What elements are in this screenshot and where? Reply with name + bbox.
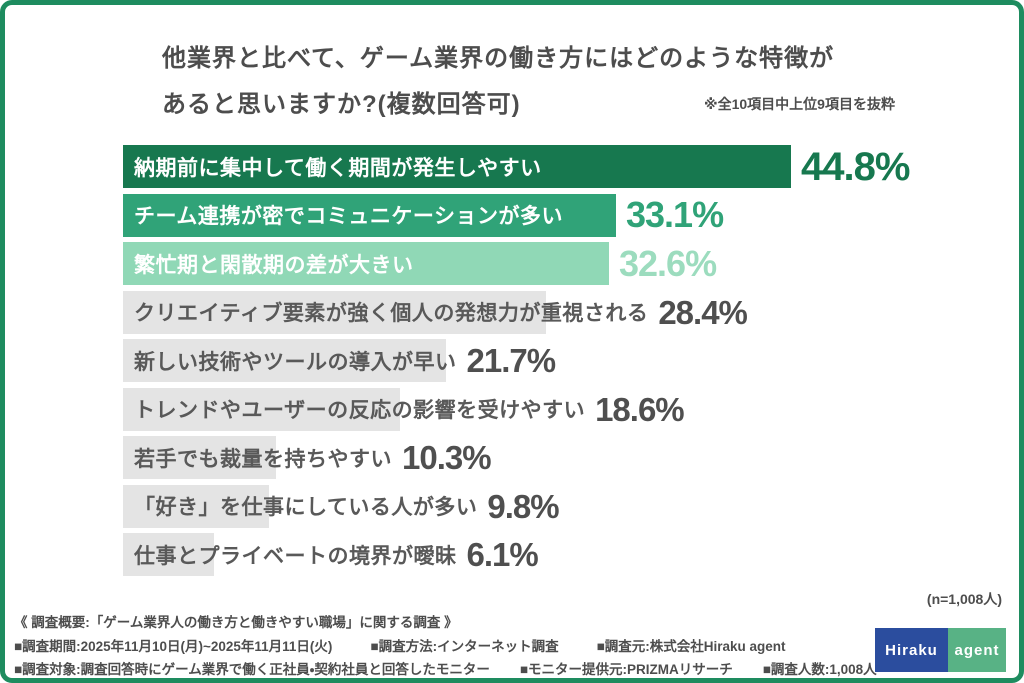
bar — [123, 484, 269, 528]
bar-row-content: クリエイティブ要素が強く個人の発想力が重視される 28.4% — [123, 291, 748, 334]
bar — [123, 145, 791, 188]
chart-note: ※全10項目中上位9項目を抜粋 — [704, 96, 895, 112]
hiraku-agent-logo: Hiraku agent — [875, 628, 1006, 672]
bar-label: トレンドやユーザーの反応の影響を受けやすい — [134, 399, 586, 422]
bar-value: 28.4% — [658, 293, 748, 331]
bar-row-content: 仕事とプライベートの境界が曖昧 6.1% — [123, 533, 539, 576]
bar — [123, 290, 546, 334]
bar-chart: 納期前に集中して働く期間が発生しやすい 44.8% チーム連携が密でコミュニケー… — [123, 145, 1003, 582]
bar-row-content: チーム連携が密でコミュニケーションが多い 33.1% — [123, 194, 724, 237]
bar-label: 繁忙期と閑散期の差が大きい — [134, 253, 414, 277]
bar-row-content: トレンドやユーザーの反応の影響を受けやすい 18.6% — [123, 388, 685, 431]
bar — [123, 387, 400, 431]
bar — [123, 436, 276, 479]
bar — [123, 533, 214, 576]
bar-row: トレンドやユーザーの反応の影響を受けやすい 18.6% — [123, 387, 1003, 431]
bar-label: クリエイティブ要素が強く個人の発想力が重視される — [134, 302, 649, 325]
bar-row: チーム連携が密でコミュニケーションが多い 33.1% — [123, 193, 1003, 237]
bar-value: 44.8% — [801, 144, 910, 189]
bar — [123, 339, 446, 382]
survey-summary: 《 調査概要:「ゲーム業界人の働き方と働きやすい職場」に関する調査 》 — [14, 615, 458, 630]
bar-row: 繁忙期と閑散期の差が大きい 32.6% — [123, 242, 1003, 285]
bar-label: 若手でも裁量を持ちやすい — [134, 447, 392, 471]
bar-value: 10.3% — [402, 439, 492, 476]
bar-row-content: 「好き」を仕事にしている人が多い 9.8% — [123, 485, 560, 528]
bar-value: 32.6% — [619, 242, 717, 284]
bar-value: 9.8% — [487, 487, 559, 525]
bar-row: 若手でも裁量を持ちやすい 10.3% — [123, 436, 1003, 479]
bar-row: クリエイティブ要素が強く個人の発想力が重視される 28.4% — [123, 290, 1003, 334]
bar-row-content: 納期前に集中して働く期間が発生しやすい 44.8% — [123, 144, 910, 189]
logo-agent-block: agent — [948, 628, 1006, 672]
bar-row: 納期前に集中して働く期間が発生しやすい 44.8% — [123, 145, 1003, 188]
bar-value: 33.1% — [626, 194, 724, 235]
logo-hiraku-block: Hiraku — [875, 628, 948, 672]
bar-row-content: 若手でも裁量を持ちやすい 10.3% — [123, 436, 492, 479]
survey-detail-item: ■調査期間:2025年11月10日(月)~2025年11月11日(火) — [14, 639, 333, 654]
bar-row: 新しい技術やツールの導入が早い 21.7% — [123, 339, 1003, 382]
bar-label: 仕事とプライベートの境界が曖昧 — [134, 544, 457, 568]
page-title: 他業界と比べて、ゲーム業界の働き方にはどのような特徴が あると思いますか?(複数… — [162, 36, 834, 128]
page-title-line1: 他業界と比べて、ゲーム業界の働き方にはどのような特徴が — [162, 45, 835, 72]
survey-detail-item: ■調査対象:調査回答時にゲーム業界で働く正社員・契約社員と回答したモニター — [14, 662, 490, 677]
bar — [123, 193, 616, 237]
bar-row-content: 繁忙期と閑散期の差が大きい 32.6% — [123, 242, 717, 285]
bar-label: チーム連携が密でコミュニケーションが多い — [134, 205, 563, 228]
bar — [123, 242, 609, 285]
page-title-line2: あると思いますか?(複数回答可) — [162, 91, 521, 118]
survey-detail-item: ■調査人数:1,008人 — [762, 662, 877, 677]
bar-row: 仕事とプライベートの境界が曖昧 6.1% — [123, 533, 1003, 576]
bar-label: 新しい技術やツールの導入が早い — [134, 350, 457, 374]
survey-detail-item: ■調査方法:インターネット調査 — [370, 639, 559, 654]
bar-row: 「好き」を仕事にしている人が多い 9.8% — [123, 484, 1003, 528]
bar-row-content: 新しい技術やツールの導入が早い 21.7% — [123, 339, 557, 382]
bar-label: 「好き」を仕事にしている人が多い — [134, 496, 478, 519]
bar-label: 納期前に集中して働く期間が発生しやすい — [134, 156, 542, 180]
survey-detail-item: ■調査元:株式会社Hiraku agent — [596, 639, 786, 654]
bar-value: 21.7% — [466, 342, 557, 379]
bar-value: 18.6% — [595, 390, 685, 428]
survey-detail-item: ■モニター提供元:PRIZMAリサーチ — [519, 662, 733, 677]
survey-details-line2: ■調査対象:調査回答時にゲーム業界で働く正社員・契約社員と回答したモニター ■モニ… — [14, 658, 877, 678]
bar-value: 6.1% — [466, 536, 539, 573]
survey-details-line1: ■調査期間:2025年11月10日(月)~2025年11月11日(火) ■調査方法… — [14, 635, 786, 655]
sample-size-note: (n=1,008人) — [926, 591, 1002, 607]
